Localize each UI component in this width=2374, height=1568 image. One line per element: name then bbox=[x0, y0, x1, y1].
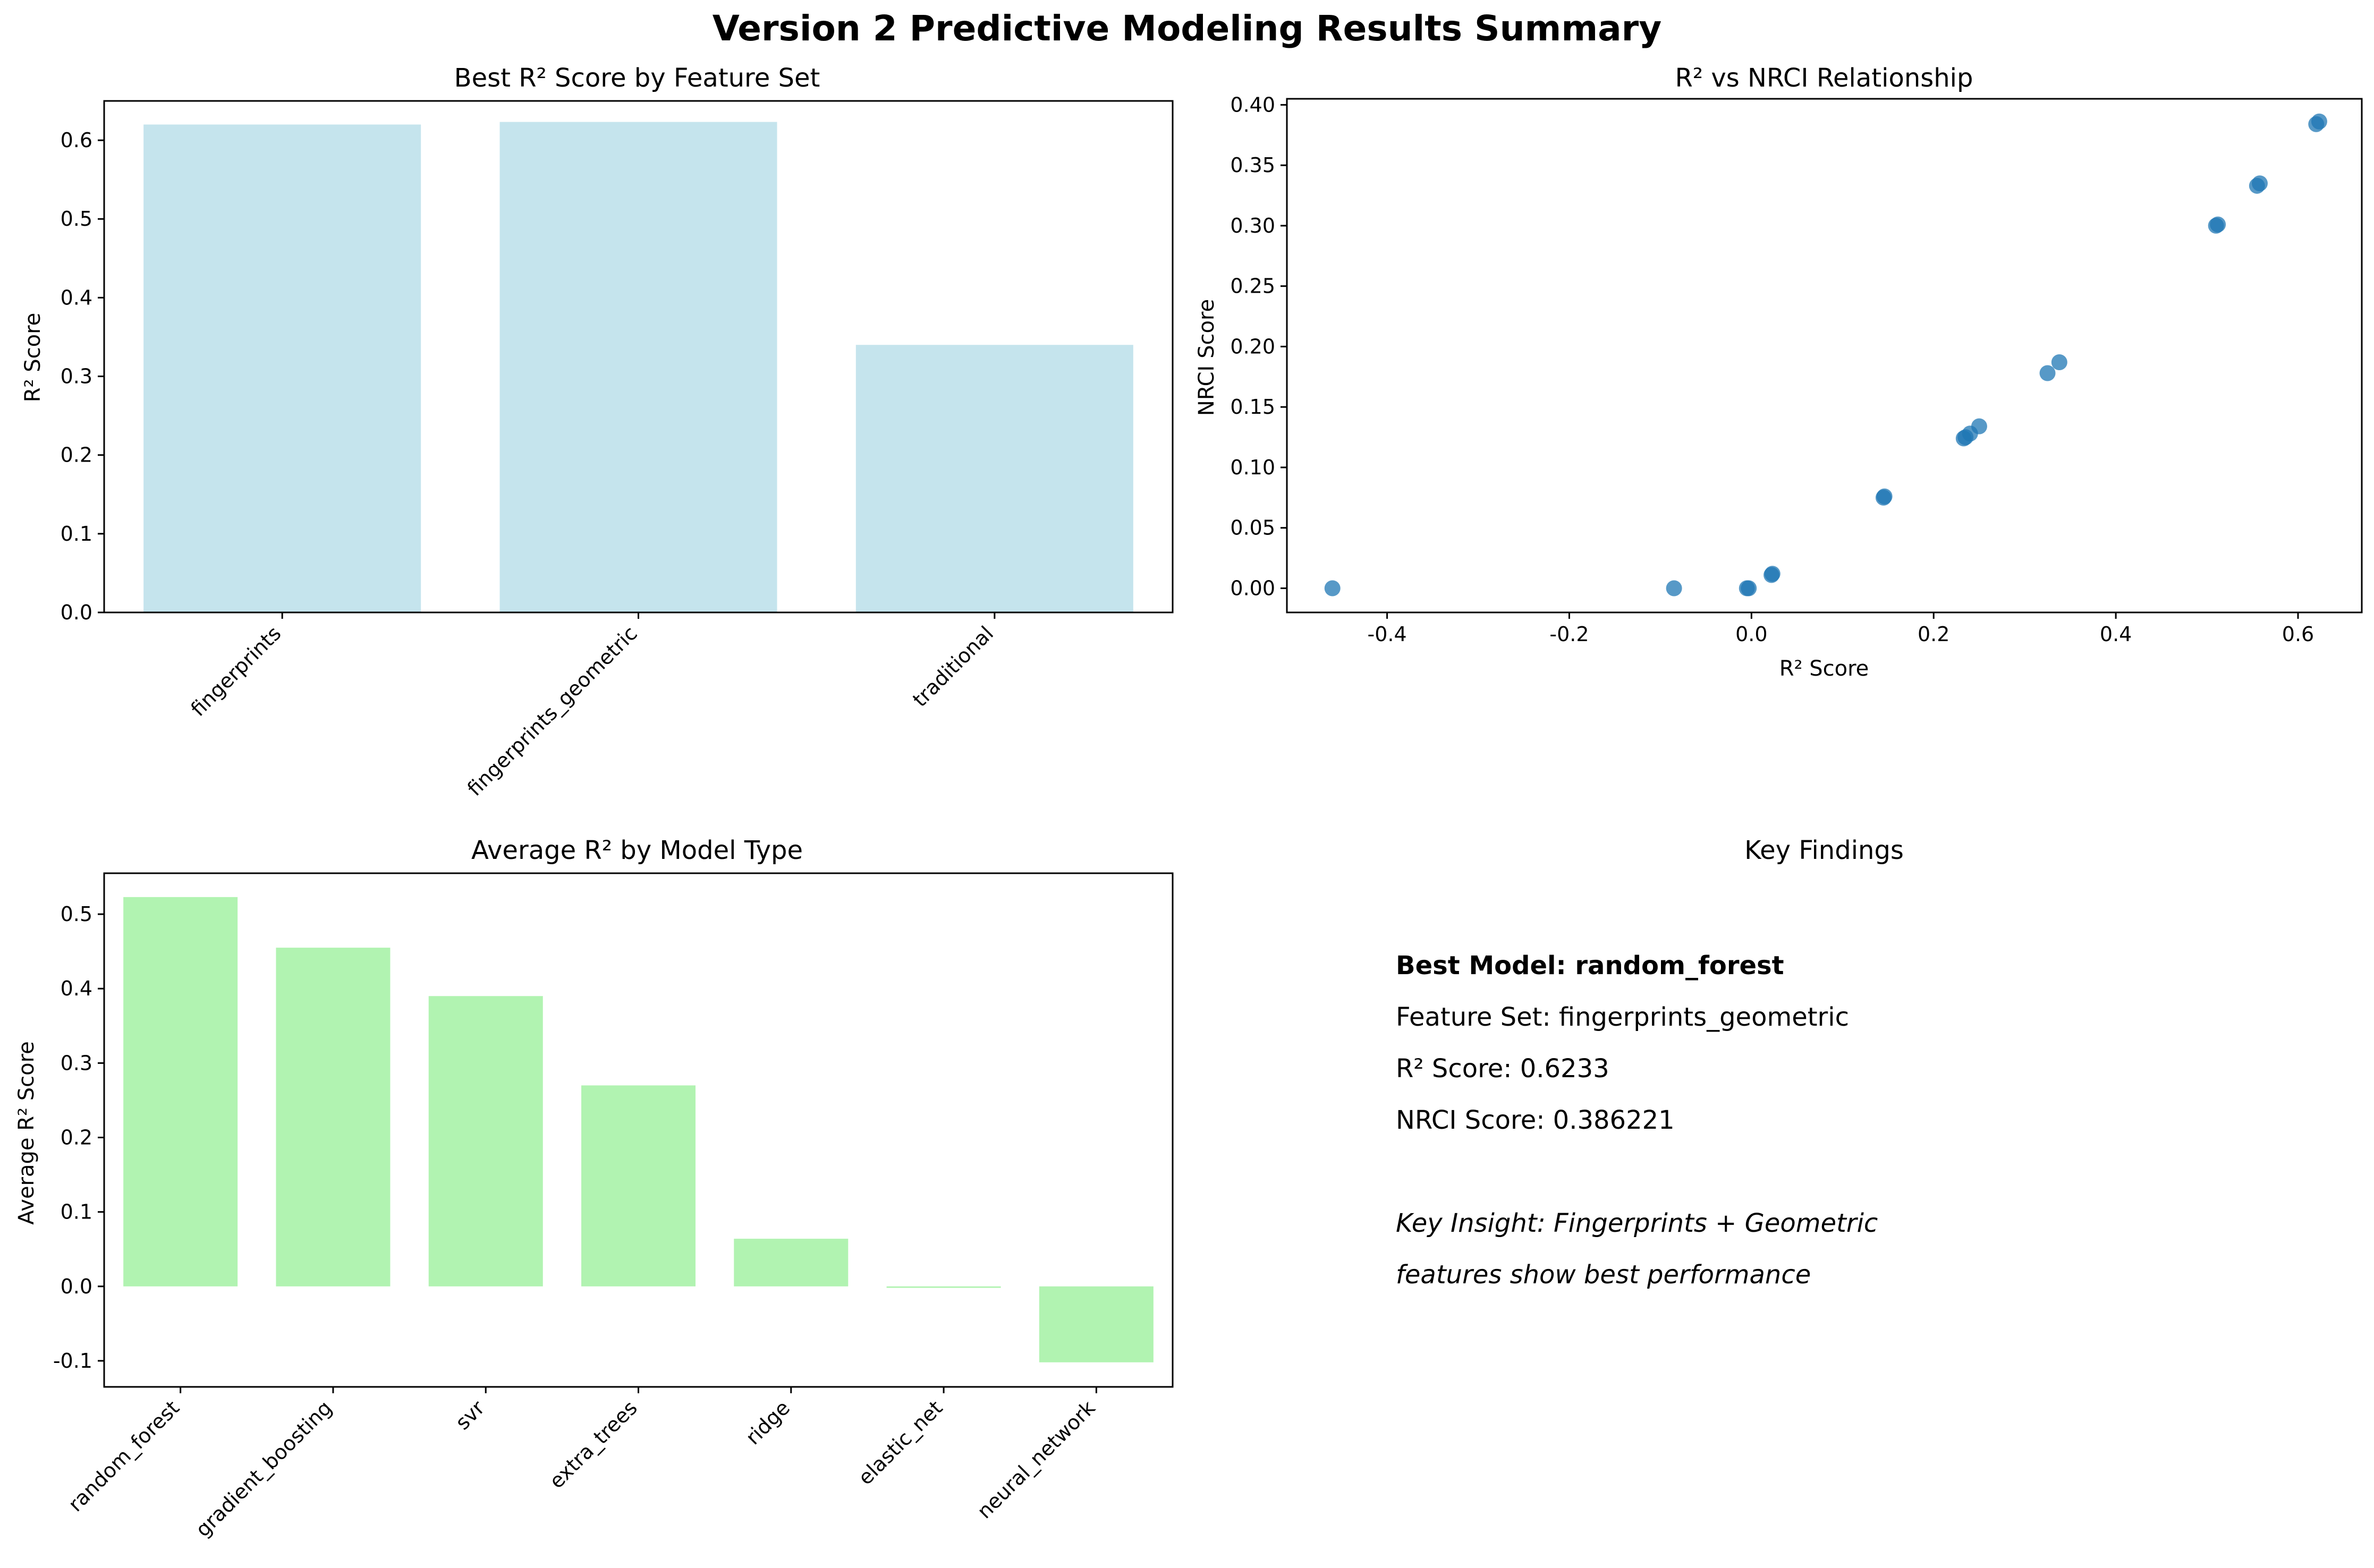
bar bbox=[581, 1085, 696, 1286]
scatter-point bbox=[2251, 175, 2268, 192]
bar bbox=[143, 124, 421, 612]
y-tick-label: 0.2 bbox=[61, 1126, 92, 1149]
x-tick-label: 0.2 bbox=[1918, 623, 1949, 646]
bars bbox=[143, 122, 1133, 613]
y-tick-label: 0.15 bbox=[1230, 395, 1275, 419]
y-tick-label: 0.3 bbox=[61, 1051, 92, 1075]
scatter-point bbox=[1666, 580, 1682, 596]
bar bbox=[276, 948, 391, 1286]
y-tick-label: 0.5 bbox=[61, 902, 92, 926]
y-tick-label: -0.1 bbox=[53, 1349, 92, 1373]
y-tick-label: 0.0 bbox=[61, 601, 92, 624]
chart-title: Average R² by Model Type bbox=[471, 836, 803, 865]
scatter-point bbox=[2039, 365, 2056, 381]
bar bbox=[886, 1286, 1001, 1288]
scatter-point bbox=[2051, 354, 2067, 371]
x-axis-label: R² Score bbox=[1779, 657, 1869, 681]
plot-frame bbox=[103, 100, 1174, 613]
y-ticks: 0.0 0.1 0.2 0.3 0.4 0.5 0.6 bbox=[61, 129, 104, 624]
chart-title: Best R² Score by Feature Set bbox=[454, 63, 820, 93]
y-tick-label: 0.5 bbox=[61, 207, 92, 231]
panel-feature-set-bar: Best R² Score by Feature Set R² Score 0.… bbox=[21, 63, 1174, 800]
y-tick-label: 0.00 bbox=[1230, 576, 1275, 600]
scatter-point bbox=[1764, 566, 1780, 582]
panel-r2-vs-nrci-scatter: R² vs NRCI Relationship R² Score NRCI Sc… bbox=[1194, 63, 2363, 681]
y-tick-label: 0.05 bbox=[1230, 516, 1275, 540]
x-tick-label: -0.4 bbox=[1368, 623, 1407, 646]
y-tick-label: 0.1 bbox=[61, 522, 92, 546]
y-axis-label: R² Score bbox=[21, 313, 45, 403]
figure-title: Version 2 Predictive Modeling Results Su… bbox=[713, 8, 1661, 49]
bar bbox=[123, 897, 238, 1286]
x-tick-label: 0.0 bbox=[1735, 623, 1767, 646]
insight-line-2: features show best performance bbox=[1396, 1260, 1811, 1290]
bar bbox=[428, 996, 543, 1286]
scatter-point bbox=[1876, 488, 1893, 505]
axis-ticks: -0.4 -0.2 0.0 0.2 0.4 0.6 0.00 0.05 0.10 0.15 0.20… bbox=[1230, 93, 2314, 646]
plot-frame bbox=[1286, 98, 2363, 613]
y-tick-label: 0.20 bbox=[1230, 335, 1275, 358]
x-tick-label: -0.2 bbox=[1549, 623, 1589, 646]
scatter-point bbox=[2210, 216, 2226, 233]
y-tick-label: 0.25 bbox=[1230, 275, 1275, 298]
nrci-score-text: NRCI Score: 0.386221 bbox=[1396, 1105, 1675, 1135]
scatter-point bbox=[1324, 580, 1341, 596]
y-tick-label: 0.3 bbox=[61, 365, 92, 388]
y-tick-label: 0.2 bbox=[61, 444, 92, 467]
r2-score-text: R² Score: 0.6233 bbox=[1396, 1054, 1609, 1084]
y-tick-label: 0.10 bbox=[1230, 456, 1275, 479]
findings-title: Key Findings bbox=[1744, 836, 1904, 865]
bar bbox=[855, 345, 1133, 612]
y-tick-label: 0.6 bbox=[61, 129, 92, 152]
insight-line-1: Key Insight: Fingerprints + Geometric bbox=[1396, 1208, 1878, 1238]
panel-key-findings: Key Findings Best Model: random_forest F… bbox=[1396, 836, 1904, 1290]
chart-title: R² vs NRCI Relationship bbox=[1675, 63, 1973, 93]
y-axis-label: NRCI Score bbox=[1194, 299, 1219, 416]
plot-frame bbox=[103, 872, 1174, 1388]
bar bbox=[499, 122, 777, 613]
bar bbox=[734, 1239, 849, 1286]
y-tick-label: 0.4 bbox=[61, 977, 92, 1000]
y-tick-label: 0.40 bbox=[1230, 93, 1275, 116]
y-tick-label: 0.35 bbox=[1230, 154, 1275, 177]
y-tick-label: 0.0 bbox=[61, 1275, 92, 1298]
y-tick-label: 0.30 bbox=[1230, 214, 1275, 237]
feature-set-text: Feature Set: fingerprints_geometric bbox=[1396, 1002, 1849, 1032]
bar bbox=[1039, 1286, 1154, 1362]
y-ticks: -0.1 0.0 0.1 0.2 0.3 0.4 0.5 bbox=[53, 902, 104, 1373]
y-axis-label: Average R² Score bbox=[14, 1041, 39, 1225]
scatter-point bbox=[1971, 418, 1987, 434]
y-tick-label: 0.4 bbox=[61, 286, 92, 309]
x-tick-label: 0.4 bbox=[2100, 623, 2132, 646]
scatter-points bbox=[1324, 113, 2327, 596]
x-tick-label: 0.6 bbox=[2282, 623, 2314, 646]
scatter-point bbox=[2311, 113, 2327, 130]
bars bbox=[123, 897, 1154, 1362]
scatter-point bbox=[1741, 580, 1757, 596]
best-model-text: Best Model: random_forest bbox=[1396, 951, 1784, 981]
y-tick-label: 0.1 bbox=[61, 1200, 92, 1224]
